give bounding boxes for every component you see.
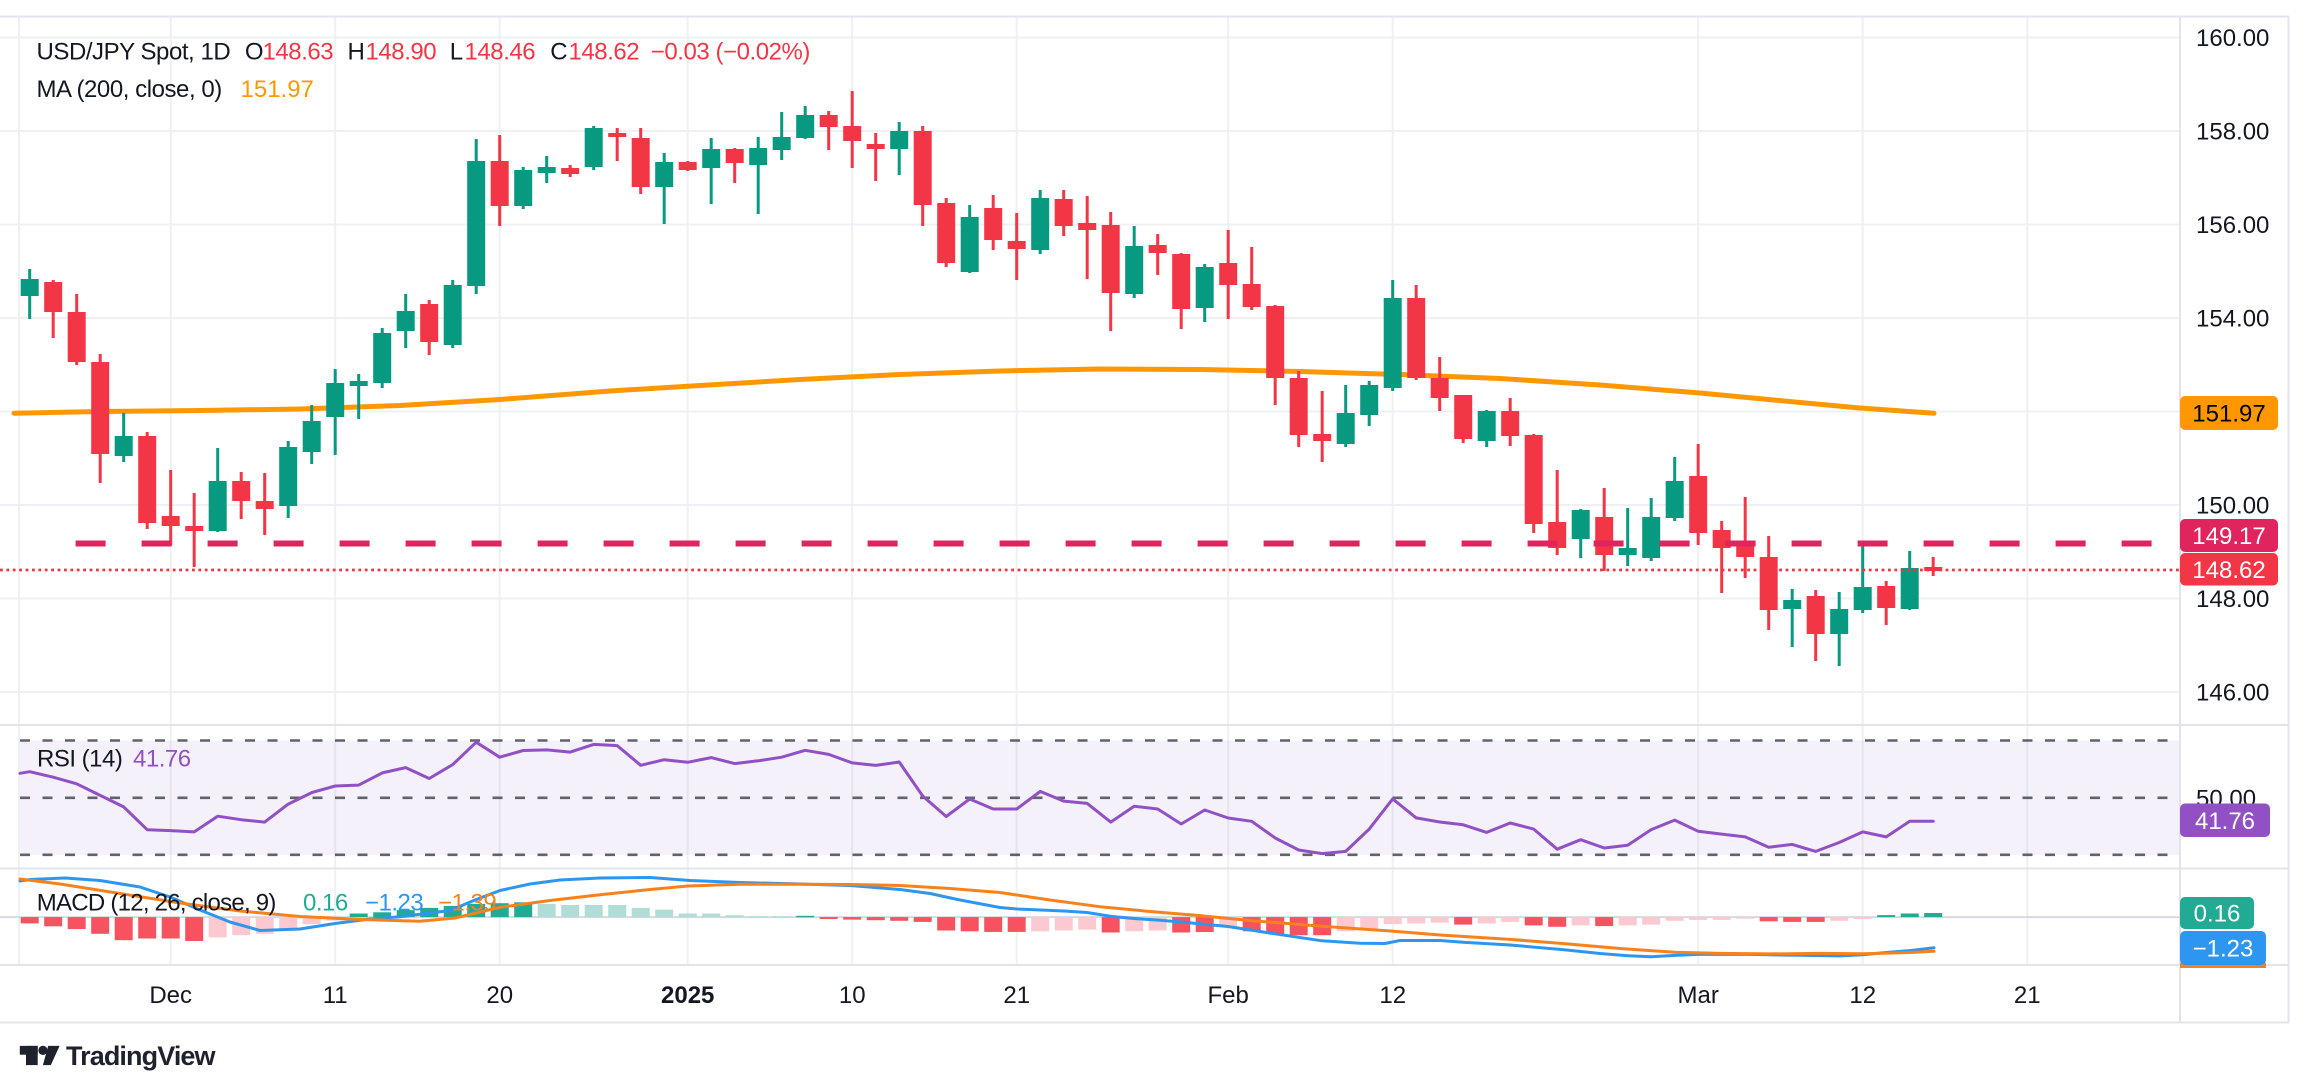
- svg-text:148.46: 148.46: [465, 39, 536, 66]
- svg-text:148.62: 148.62: [2192, 557, 2265, 584]
- svg-text:−0.03 (−0.02%): −0.03 (−0.02%): [651, 39, 810, 66]
- svg-text:USD/JPY Spot, 1D: USD/JPY Spot, 1D: [37, 39, 231, 66]
- svg-text:−1.23: −1.23: [365, 889, 423, 916]
- svg-text:2025: 2025: [661, 982, 714, 1009]
- svg-text:158.00: 158.00: [2196, 119, 2269, 146]
- svg-text:154.00: 154.00: [2196, 306, 2269, 333]
- svg-text:41.76: 41.76: [133, 746, 191, 773]
- svg-text:10: 10: [839, 982, 866, 1009]
- svg-text:MA (200, close, 0): MA (200, close, 0): [37, 76, 222, 103]
- svg-text:150.00: 150.00: [2196, 493, 2269, 520]
- svg-text:12: 12: [1379, 982, 1406, 1009]
- svg-text:148.63: 148.63: [263, 39, 334, 66]
- svg-text:Dec: Dec: [149, 982, 192, 1009]
- svg-text:11: 11: [323, 982, 348, 1009]
- svg-text:21: 21: [2014, 982, 2041, 1009]
- svg-text:160.00: 160.00: [2196, 25, 2269, 52]
- svg-text:21: 21: [1003, 982, 1030, 1009]
- svg-text:151.97: 151.97: [241, 76, 314, 103]
- svg-text:149.17: 149.17: [2192, 523, 2265, 550]
- svg-text:L: L: [450, 39, 463, 66]
- svg-text:0.16: 0.16: [303, 889, 348, 916]
- svg-text:C: C: [550, 39, 567, 66]
- svg-text:O: O: [245, 39, 263, 66]
- svg-text:148.62: 148.62: [569, 39, 640, 66]
- svg-text:−1.23: −1.23: [2193, 936, 2254, 963]
- svg-text:148.00: 148.00: [2196, 586, 2269, 613]
- svg-text:0.16: 0.16: [2194, 901, 2241, 928]
- svg-text:TradingView: TradingView: [66, 1041, 217, 1071]
- svg-text:146.00: 146.00: [2196, 680, 2269, 707]
- svg-text:−1.39: −1.39: [438, 889, 496, 916]
- svg-text:20: 20: [486, 982, 513, 1009]
- svg-text:151.97: 151.97: [2192, 401, 2265, 428]
- svg-text:12: 12: [1849, 982, 1876, 1009]
- svg-text:156.00: 156.00: [2196, 212, 2269, 239]
- svg-text:Feb: Feb: [1208, 982, 1249, 1009]
- svg-text:148.90: 148.90: [366, 39, 437, 66]
- svg-text:41.76: 41.76: [2195, 808, 2255, 835]
- svg-text:RSI (14): RSI (14): [37, 746, 122, 773]
- svg-text:Mar: Mar: [1678, 982, 1719, 1009]
- svg-text:MACD (12, 26, close, 9): MACD (12, 26, close, 9): [37, 889, 276, 916]
- svg-text:H: H: [348, 39, 365, 66]
